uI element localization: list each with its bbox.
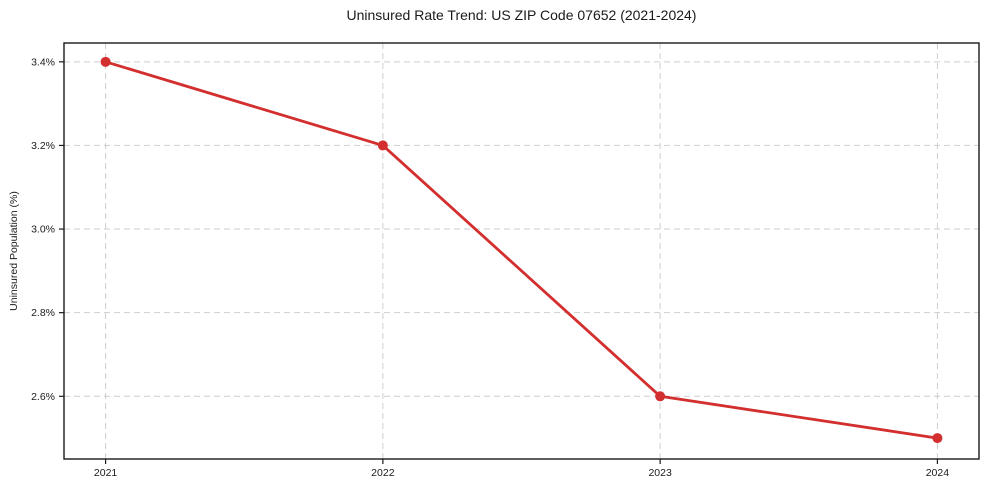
x-tick-label: 2024: [926, 467, 950, 479]
y-tick-label: 3.2%: [31, 140, 55, 152]
plot-border: [63, 42, 980, 460]
data-point: [655, 391, 666, 402]
chart-title: Uninsured Rate Trend: US ZIP Code 07652 …: [346, 7, 697, 23]
y-tick-label: 2.8%: [31, 307, 55, 319]
data-point: [932, 433, 943, 444]
y-tick-label: 3.4%: [31, 56, 55, 68]
x-tick-label: 2023: [648, 467, 672, 479]
y-tick-label: 3.0%: [31, 224, 55, 236]
data-point: [100, 56, 111, 67]
trend-line: [104, 60, 939, 440]
x-tick-label: 2022: [371, 467, 395, 479]
data-point: [377, 140, 388, 151]
x-tick-label: 2021: [94, 467, 118, 479]
y-tick-label: 2.6%: [31, 391, 55, 403]
